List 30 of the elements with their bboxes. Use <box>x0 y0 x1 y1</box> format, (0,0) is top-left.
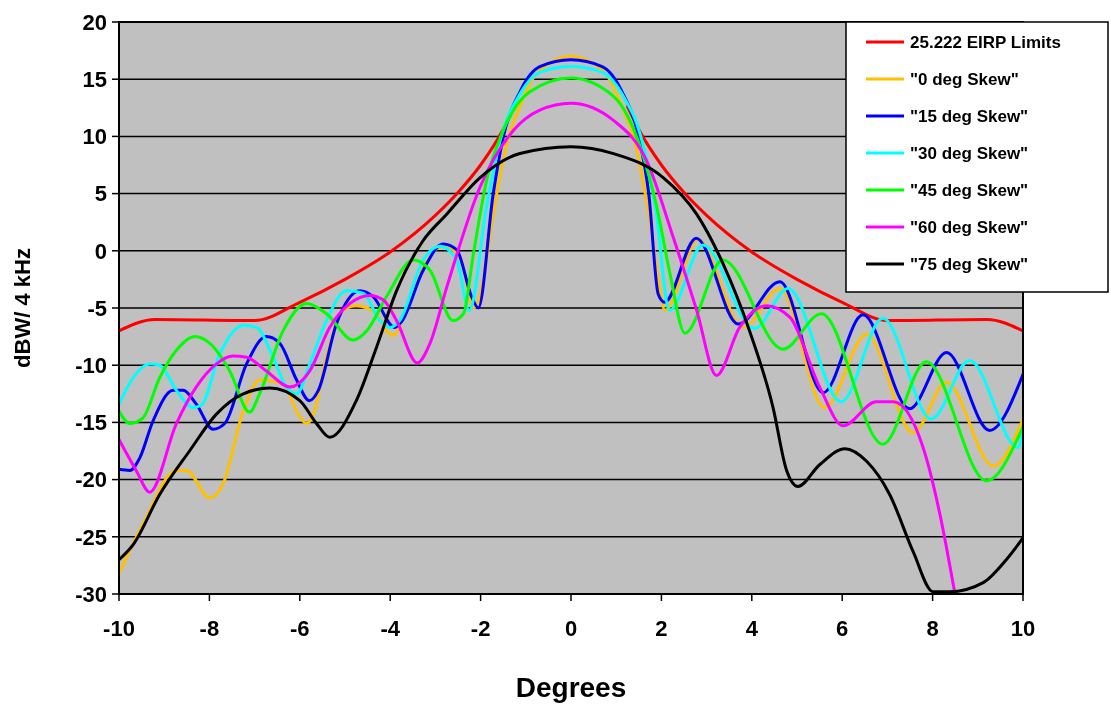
legend-label: "30 deg Skew" <box>910 143 1029 163</box>
legend-label: "60 deg Skew" <box>910 217 1029 237</box>
y-tick-label: -10 <box>75 352 107 378</box>
x-tick-label: -8 <box>199 616 220 641</box>
legend-label: 25.222 EIRP Limits <box>910 32 1061 52</box>
x-tick-label: -6 <box>290 616 310 641</box>
y-tick-label: 10 <box>82 124 107 150</box>
y-tick-label: 15 <box>82 66 107 92</box>
y-tick-label: -15 <box>75 410 107 436</box>
legend-label: "45 deg Skew" <box>910 180 1029 200</box>
y-tick-label: -30 <box>75 581 107 607</box>
y-tick-label: -20 <box>75 467 107 493</box>
y-tick-label: 0 <box>94 238 107 264</box>
y-tick-label: 20 <box>82 9 107 35</box>
legend-label: "15 deg Skew" <box>910 106 1029 126</box>
y-tick-label: -25 <box>75 524 107 550</box>
x-tick-label: 4 <box>745 616 759 641</box>
x-tick-label: 10 <box>1010 616 1036 641</box>
legend-label: "75 deg Skew" <box>910 254 1029 274</box>
legend-label: "0 deg Skew" <box>910 69 1019 89</box>
y-axis-title: dBW/ 4 kHz <box>10 248 35 368</box>
x-tick-label: -2 <box>470 616 491 641</box>
x-axis-title: Degrees <box>515 672 627 703</box>
x-tick-label: 0 <box>564 616 578 641</box>
y-tick-label: -5 <box>87 295 107 321</box>
x-tick-label: 2 <box>655 616 668 641</box>
x-tick-label: 8 <box>926 616 939 641</box>
y-tick-label: 5 <box>94 181 107 207</box>
x-tick-label: -4 <box>380 616 401 641</box>
x-tick-label: 6 <box>836 616 849 641</box>
